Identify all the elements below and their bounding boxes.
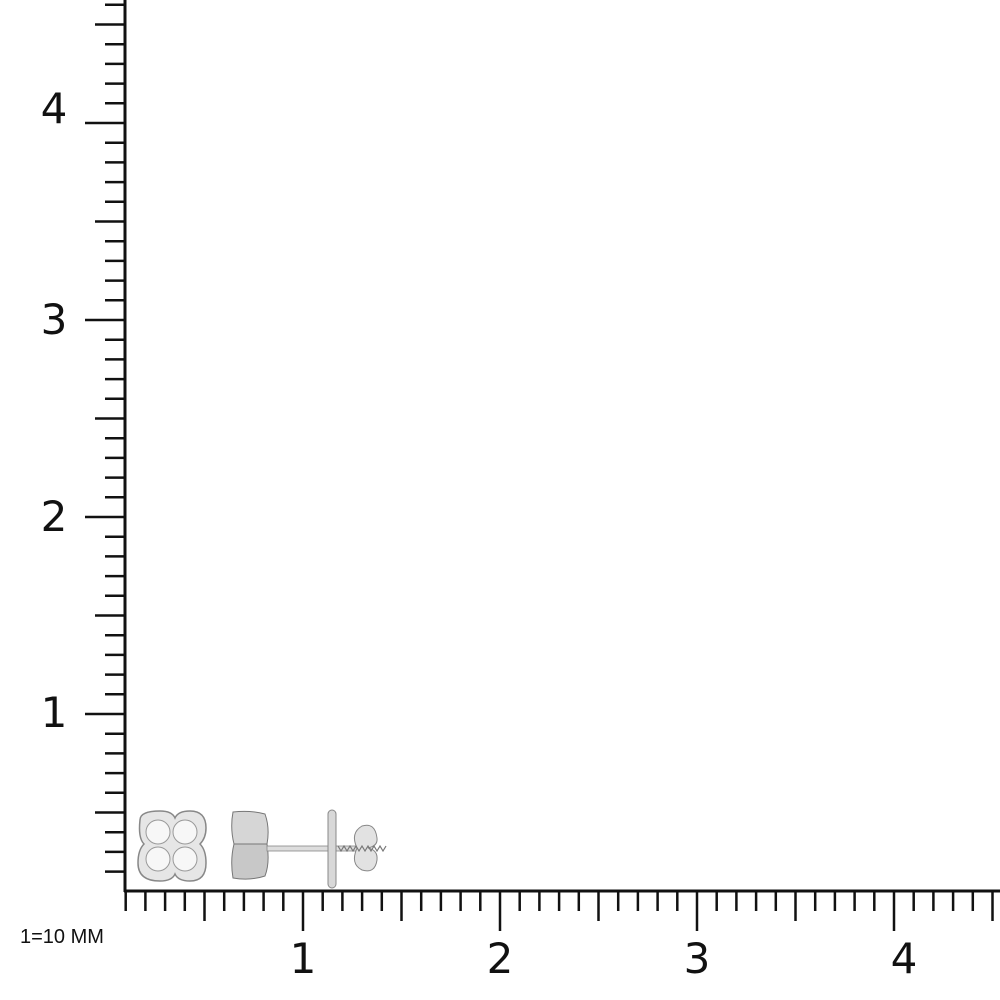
scale-note: 1=10 MM — [20, 926, 104, 948]
earring-front-view — [137, 810, 207, 882]
y-label-2: 2 — [40, 492, 68, 541]
y-label-1: 1 — [40, 688, 68, 737]
y-label-3: 3 — [40, 295, 68, 344]
x-label-2: 2 — [486, 934, 514, 983]
x-label-3: 3 — [683, 934, 711, 983]
x-label-1: 1 — [289, 934, 317, 983]
earring-product-image — [137, 809, 387, 889]
y-label-4: 4 — [40, 84, 68, 133]
x-label-4: 4 — [890, 934, 918, 983]
earring-side-view — [231, 809, 387, 889]
